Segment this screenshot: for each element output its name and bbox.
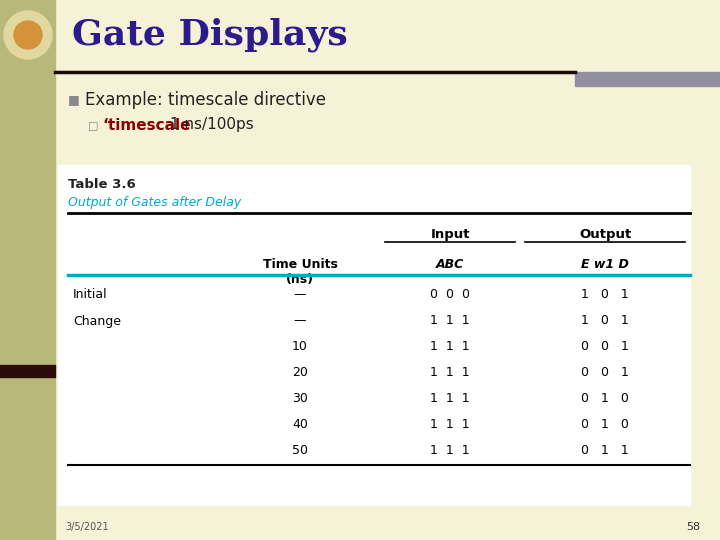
Text: 1  1  1: 1 1 1: [430, 367, 470, 380]
Text: □: □: [88, 120, 99, 130]
Text: 0   1   0: 0 1 0: [581, 418, 629, 431]
Text: Table 3.6: Table 3.6: [68, 178, 136, 191]
Text: 50: 50: [292, 444, 308, 457]
Text: 20: 20: [292, 367, 308, 380]
Text: Time Units
(ns): Time Units (ns): [263, 258, 338, 286]
Text: 58: 58: [686, 522, 700, 532]
Text: 1  1  1: 1 1 1: [430, 314, 470, 327]
Bar: [575, 72, 720, 86]
Text: 1   0   1: 1 0 1: [581, 314, 629, 327]
Text: 1  1  1: 1 1 1: [430, 393, 470, 406]
Text: ‘timescale: ‘timescale: [102, 118, 191, 132]
Text: —: —: [294, 314, 306, 327]
Bar: [0, 0, 55, 540]
Text: 0  0  0: 0 0 0: [430, 288, 470, 301]
Text: 3/5/2021: 3/5/2021: [65, 522, 109, 532]
Text: 0   0   1: 0 0 1: [581, 367, 629, 380]
Text: 1 ns/100ps: 1 ns/100ps: [165, 118, 253, 132]
Text: Example: timescale directive: Example: timescale directive: [85, 91, 326, 109]
Text: Input: Input: [431, 228, 469, 241]
Text: 40: 40: [292, 418, 308, 431]
Text: 1  1  1: 1 1 1: [430, 341, 470, 354]
Text: E w1 D: E w1 D: [581, 258, 629, 271]
Circle shape: [4, 11, 52, 59]
Text: 1  1  1: 1 1 1: [430, 444, 470, 457]
Circle shape: [14, 21, 42, 49]
Text: Output: Output: [579, 228, 631, 241]
Bar: [58, 165, 690, 505]
Text: 1   0   1: 1 0 1: [581, 288, 629, 301]
Text: 0   0   1: 0 0 1: [581, 341, 629, 354]
Text: Gate Displays: Gate Displays: [72, 18, 348, 52]
Text: 1  1  1: 1 1 1: [430, 418, 470, 431]
Text: 30: 30: [292, 393, 308, 406]
Bar: [0, 365, 55, 377]
Text: Initial: Initial: [73, 288, 107, 301]
Text: 0   1   1: 0 1 1: [581, 444, 629, 457]
Text: 0   1   0: 0 1 0: [581, 393, 629, 406]
Text: ABC: ABC: [436, 258, 464, 271]
Text: Output of Gates after Delay: Output of Gates after Delay: [68, 196, 241, 209]
Text: Change: Change: [73, 314, 121, 327]
Text: 10: 10: [292, 341, 308, 354]
Text: —: —: [294, 288, 306, 301]
Text: ■: ■: [68, 93, 80, 106]
